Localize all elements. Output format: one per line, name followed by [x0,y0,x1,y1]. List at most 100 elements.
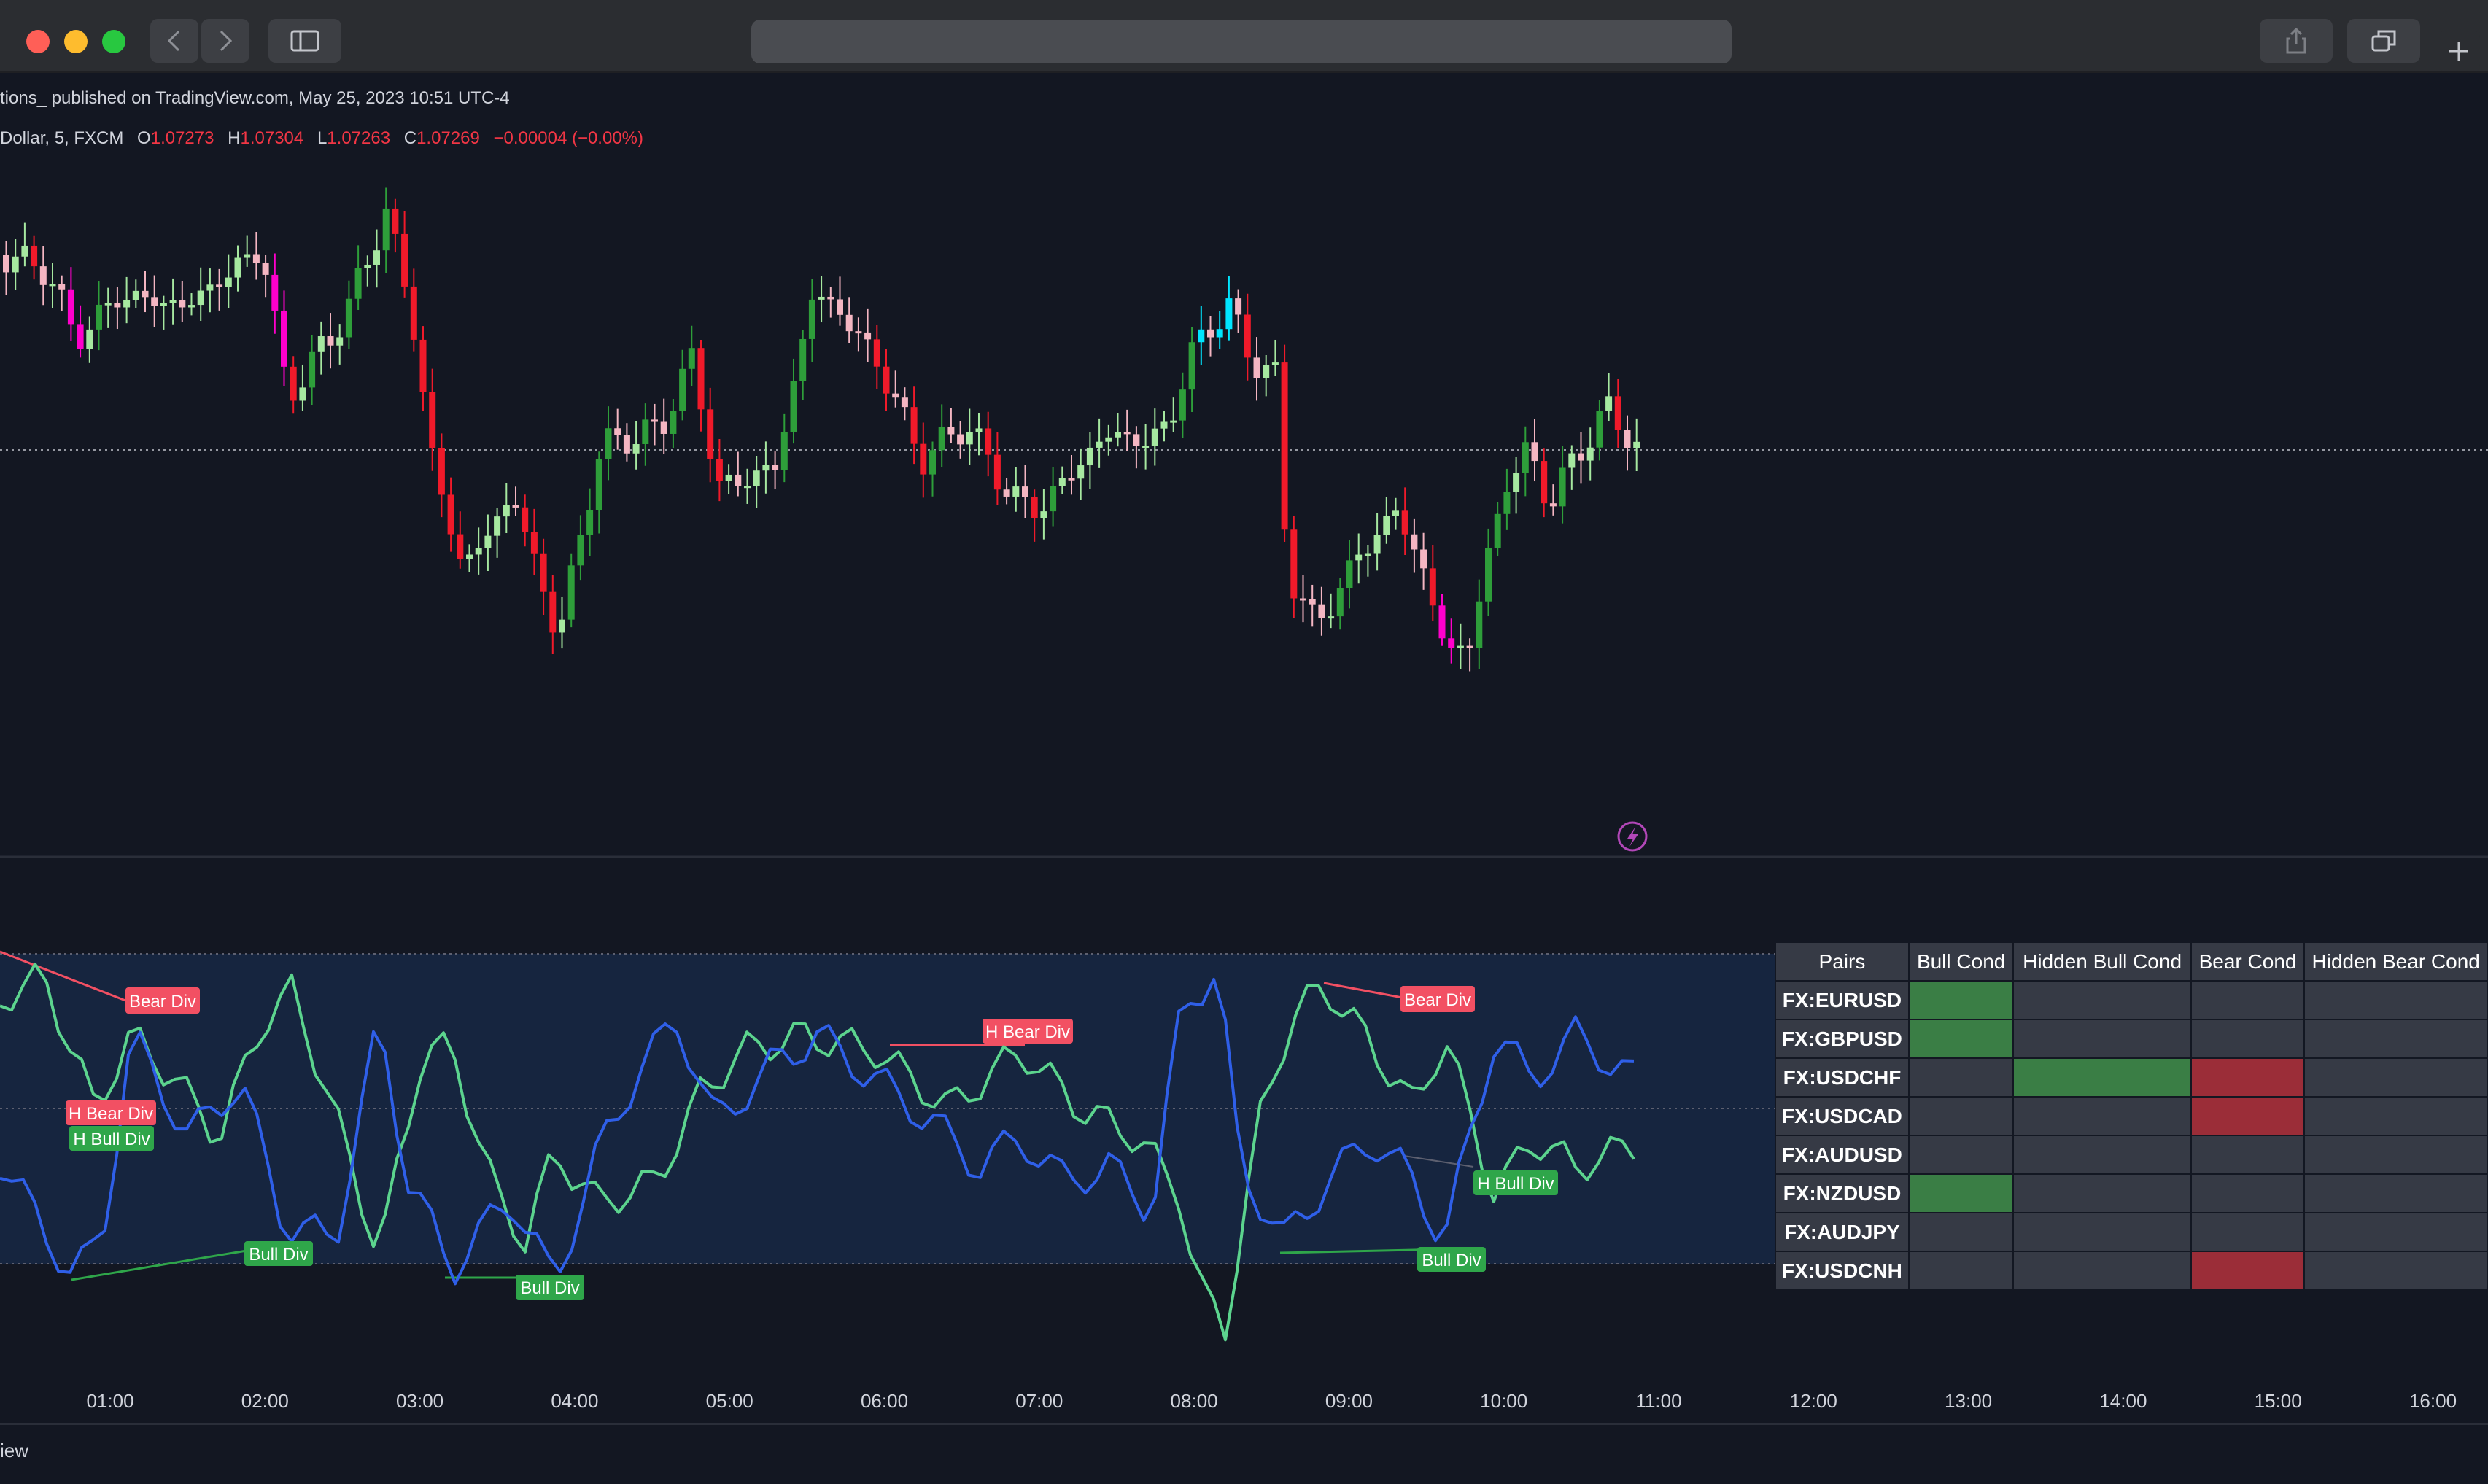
candle-body [1494,513,1501,548]
candle-body [1263,365,1270,378]
hidden-bull-cond-cell [2012,1212,2192,1252]
candle-body [67,289,74,325]
candle-body [160,303,167,306]
candle-body [1633,441,1640,448]
time-axis[interactable]: 01:00 02:00 03:00 04:00 05:00 06:00 07:00 08:00… [0,1386,2488,1422]
forward-icon [220,30,233,52]
candle-body [1624,430,1631,448]
back-button[interactable] [150,19,198,63]
bear-div-line [0,950,126,1002]
time-tick-label: 08:00 [1170,1390,1218,1412]
candle-body [475,548,482,555]
candle-body [1373,535,1381,554]
candle-body [1346,560,1353,588]
candle-body [808,299,815,339]
hidden-bear-cond-cell [2303,1096,2488,1136]
candle-body [1022,486,1028,497]
candle-body [1429,568,1436,606]
share-button[interactable] [2260,19,2333,63]
div-label-text: H Bear Div [69,1104,153,1124]
div-label-text: Bull Div [249,1245,308,1264]
sidebar-toggle-button[interactable] [268,19,341,63]
candle-body [697,348,705,410]
candle-body [651,419,658,422]
candle-body [762,465,770,471]
chart-canvas[interactable]: Bear Div H Bear Div H Bull Div Bull Div … [0,0,2488,1386]
candle-body [1040,511,1047,518]
bull-cond-cell [1907,1057,2015,1098]
pair-cell: FX:AUDUSD [1775,1135,1910,1175]
candle-body [1151,428,1158,446]
candle-body [1003,489,1010,497]
high-value: 1.07304 [240,128,304,148]
candle-body [49,284,56,287]
div-label: Bull Div [1417,1247,1486,1272]
new-tab-icon [2449,42,2468,61]
footer-text[interactable]: iew [0,1440,29,1461]
column-header-pairs: Pairs [1775,941,1910,982]
candle-body [1355,554,1363,561]
candle-body [104,303,112,306]
candle-body [1281,362,1288,530]
low-value: 1.07263 [327,128,391,148]
candle-body [1578,453,1584,461]
alert-button[interactable] [1617,821,1648,852]
candle-body [309,351,316,388]
candle-body [567,565,575,620]
candle-body [1225,298,1233,330]
candle-body [642,419,649,445]
candle-body [179,300,186,308]
candle-body [772,465,779,470]
candle-body [1485,548,1492,602]
table-row: FX:EURUSD [1775,980,2488,1020]
candle-body [438,448,445,495]
candle-body [1549,503,1557,507]
candle-body [1086,447,1093,466]
oscillator-slow-line [0,963,1635,1342]
close-window-button[interactable] [26,30,50,53]
hidden-bull-cond-cell [2012,1173,2192,1213]
candle-body [327,336,334,346]
table-row: FX:USDCHF [1775,1057,2488,1098]
time-tick-label: 07:00 [1015,1390,1063,1412]
change-value: −0.00004 (−0.00%) [493,128,644,148]
candle-body [86,329,93,349]
table-header-row: Pairs Bull Cond Hidden Bull Cond Bear Co… [1775,941,2488,982]
hidden-bull-cond-cell [2012,1251,2192,1291]
candle-body [1253,357,1260,378]
candle-body [753,470,760,486]
candle-body [58,284,66,290]
candle-body [623,435,630,454]
price-candles [3,187,1640,672]
tab-overview-button[interactable] [2347,19,2420,63]
table-row: FX:GBPUSD [1775,1019,2488,1059]
hidden-bear-cond-cell [2303,1057,2488,1098]
candle-body [457,534,464,559]
minimize-window-button[interactable] [64,30,88,53]
pair-cell: FX:USDCAD [1775,1096,1910,1136]
candle-body [290,366,297,401]
candle-body [1596,411,1603,448]
candle-body [364,264,371,268]
hidden-bull-cond-cell [2012,1019,2192,1059]
candle-body [1318,604,1325,618]
candle-body [1123,432,1131,435]
candle-body [484,535,492,548]
candle-body [966,432,973,445]
candle-body [1068,478,1075,481]
pair-cell: FX:AUDJPY [1775,1212,1910,1252]
new-tab-button[interactable] [2438,31,2480,71]
candle-body [234,257,241,278]
close-value: 1.07269 [416,128,480,148]
candle-body [1328,616,1335,619]
divergence-screener-table: Pairs Bull Cond Hidden Bull Cond Bear Co… [1775,941,2488,1291]
forward-button[interactable] [201,19,249,63]
zoom-window-button[interactable] [102,30,125,53]
candle-body [790,381,797,432]
candle-body [1336,588,1344,617]
candle-body [382,208,390,251]
address-bar[interactable] [751,20,1732,63]
bear-cond-cell [2190,1057,2306,1098]
pair-cell: FX:USDCHF [1775,1057,1910,1098]
candle-body [503,505,510,517]
